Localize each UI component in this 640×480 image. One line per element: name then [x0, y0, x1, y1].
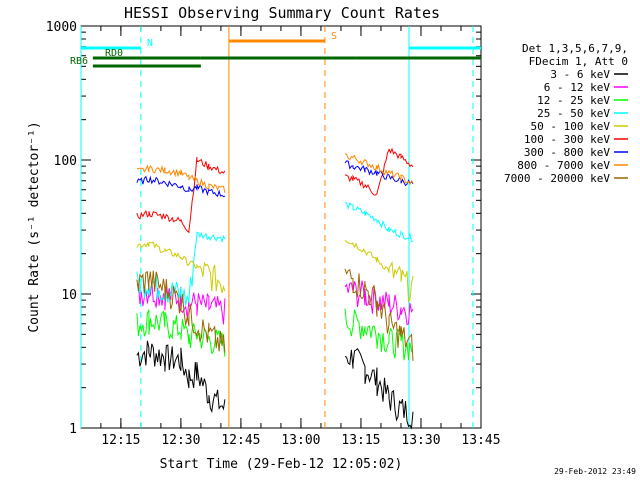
series-line	[136, 268, 414, 361]
series-lines	[136, 147, 414, 430]
series-line	[136, 340, 414, 430]
flag-bar-label: N	[147, 38, 153, 49]
x-axis-label: Start Time (29-Feb-12 12:05:02)	[160, 457, 403, 472]
series-line	[136, 160, 414, 198]
series-line	[136, 239, 414, 303]
x-tick-label: 13:30	[401, 433, 440, 448]
y-tick-label: 1000	[46, 20, 77, 35]
legend-header: FDecim 1, Att 0	[529, 55, 628, 68]
legend-label: 800 - 7000 keV	[517, 159, 610, 172]
legend-label: 3 - 6 keV	[550, 68, 610, 81]
legend-label: 6 - 12 keV	[544, 81, 611, 94]
x-tick-label: 12:45	[221, 433, 260, 448]
x-axis: 12:15 12:30 12:45 13:00 13:15 13:30 13:45	[100, 26, 501, 448]
x-tick-label: 12:30	[161, 433, 200, 448]
x-tick-label: 13:15	[341, 433, 380, 448]
legend-label: 12 - 25 keV	[537, 94, 610, 107]
x-tick-label: 13:45	[461, 433, 500, 448]
y-tick-label: 10	[61, 288, 77, 303]
flag-bars: N S RD0 RB6	[70, 31, 481, 68]
legend-label: 7000 - 20000 keV	[504, 172, 610, 185]
series-line	[136, 147, 414, 234]
legend: Det 1,3,5,6,7,9,FDecim 1, Att 03 - 6 keV…	[504, 42, 628, 185]
attenuator-markers	[80, 26, 474, 428]
y-tick-label: 100	[54, 154, 77, 169]
flag-bar-label: RD0	[105, 48, 123, 59]
legend-label: 300 - 800 keV	[524, 146, 610, 159]
flag-bar-label: S	[331, 31, 337, 42]
y-axis-label: Count Rate (s⁻¹ detector⁻¹)	[27, 121, 42, 332]
chart-title: HESSI Observing Summary Count Rates	[124, 4, 440, 22]
x-tick-label: 13:00	[281, 433, 320, 448]
y-tick-label: 1	[69, 422, 77, 437]
timestamp: 29-Feb-2012 23:49	[554, 467, 636, 476]
flag-bar-label: RB6	[70, 56, 88, 67]
legend-header: Det 1,3,5,6,7,9,	[522, 42, 628, 55]
y-axis: 1 10 100 1000	[46, 20, 481, 437]
legend-label: 25 - 50 keV	[537, 107, 610, 120]
series-line	[136, 153, 414, 193]
legend-label: 50 - 100 keV	[531, 120, 611, 133]
series-line	[136, 308, 414, 361]
x-tick-label: 12:15	[101, 433, 140, 448]
legend-label: 100 - 300 keV	[524, 133, 610, 146]
